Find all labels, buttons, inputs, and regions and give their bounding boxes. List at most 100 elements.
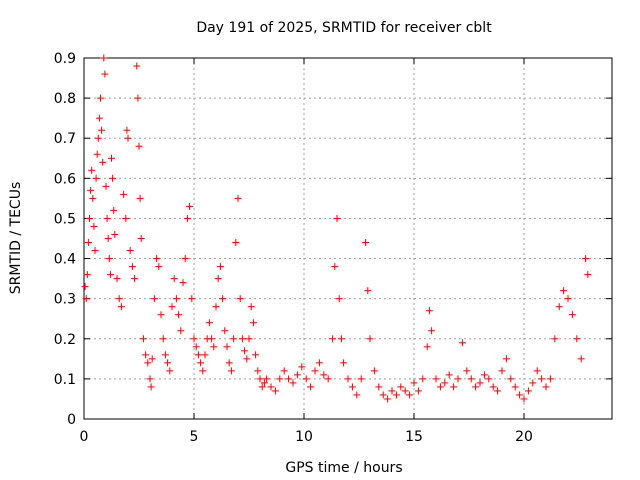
data-point — [520, 395, 528, 403]
data-point — [177, 327, 185, 335]
data-point — [102, 182, 110, 190]
data-point — [106, 271, 114, 279]
data-point — [83, 271, 91, 279]
data-point — [577, 355, 585, 363]
data-point — [560, 287, 568, 295]
data-point — [188, 295, 196, 303]
data-point — [582, 255, 590, 263]
x-tick-label: 20 — [515, 429, 533, 445]
data-point — [254, 367, 262, 375]
data-point — [542, 383, 550, 391]
data-point — [212, 303, 220, 311]
data-point — [247, 303, 255, 311]
data-point — [109, 174, 117, 182]
data-point — [280, 367, 288, 375]
data-point — [183, 214, 191, 222]
data-point — [194, 351, 202, 359]
data-point — [324, 375, 332, 383]
data-point — [555, 303, 563, 311]
data-point — [115, 295, 123, 303]
x-tick-label: 5 — [190, 429, 199, 445]
data-point — [94, 134, 102, 142]
data-point — [113, 275, 121, 283]
data-point — [480, 371, 488, 379]
data-point — [472, 383, 480, 391]
data-point — [241, 347, 249, 355]
data-point — [120, 190, 128, 198]
data-point — [414, 387, 422, 395]
data-point — [221, 327, 229, 335]
data-point — [111, 230, 119, 238]
data-point — [234, 194, 242, 202]
data-point — [252, 351, 260, 359]
data-point — [108, 154, 115, 162]
data-point — [529, 379, 537, 387]
data-point — [157, 311, 165, 319]
data-point — [88, 166, 96, 174]
data-point — [538, 375, 546, 383]
data-point — [267, 383, 275, 391]
data-point — [401, 387, 409, 395]
data-point — [458, 339, 466, 347]
y-tick-label: 0.8 — [54, 91, 76, 107]
data-point — [348, 383, 356, 391]
data-point — [329, 335, 337, 343]
data-point — [205, 319, 213, 327]
y-tick-label: 0 — [67, 412, 76, 428]
y-tick-label: 0.4 — [54, 252, 76, 268]
data-point — [533, 367, 541, 375]
data-point — [454, 375, 462, 383]
grid-lines — [84, 58, 612, 419]
data-point — [179, 279, 187, 287]
y-tick-label: 0.6 — [54, 171, 76, 187]
data-point — [170, 275, 178, 283]
data-point — [97, 94, 104, 102]
x-tick-label: 0 — [80, 429, 89, 445]
data-point — [311, 367, 319, 375]
data-point — [168, 303, 176, 311]
data-point — [91, 247, 99, 255]
data-point — [256, 375, 264, 383]
data-point — [546, 375, 554, 383]
data-point — [208, 335, 216, 343]
data-point — [104, 235, 112, 242]
data-point — [364, 287, 372, 295]
data-point — [238, 335, 246, 343]
data-point — [362, 239, 370, 247]
data-point — [137, 235, 145, 242]
data-point — [95, 114, 103, 122]
data-point — [128, 263, 136, 271]
data-point — [133, 62, 141, 70]
data-point — [90, 222, 98, 230]
data-point — [335, 295, 343, 303]
data-point — [337, 335, 345, 343]
data-point — [315, 359, 323, 367]
data-point — [164, 359, 172, 367]
data-point — [392, 391, 400, 399]
data-point — [388, 387, 396, 395]
data-point — [230, 335, 238, 343]
x-tick-label: 10 — [295, 429, 313, 445]
data-point — [476, 379, 484, 387]
data-point — [340, 359, 348, 367]
data-point — [100, 54, 108, 62]
data-point — [84, 239, 92, 247]
data-point — [131, 275, 139, 283]
data-point — [463, 367, 471, 375]
data-point — [103, 214, 111, 222]
data-point — [201, 351, 209, 359]
y-tick-label: 0.3 — [54, 292, 76, 308]
data-point — [136, 194, 144, 202]
data-point — [142, 351, 150, 359]
data-point — [285, 375, 293, 383]
data-point — [410, 379, 418, 387]
data-point — [507, 375, 515, 383]
tick-labels: 0 0.1 0.2 0.3 0.4 0.5 0.6 0.7 0.8 0.9 0 5 10 15 20 — [54, 51, 533, 445]
data-point — [144, 359, 152, 367]
data-point — [161, 351, 169, 359]
data-point — [432, 375, 440, 383]
data-point — [397, 383, 405, 391]
axis-ticks — [83, 57, 612, 420]
data-point — [489, 383, 497, 391]
